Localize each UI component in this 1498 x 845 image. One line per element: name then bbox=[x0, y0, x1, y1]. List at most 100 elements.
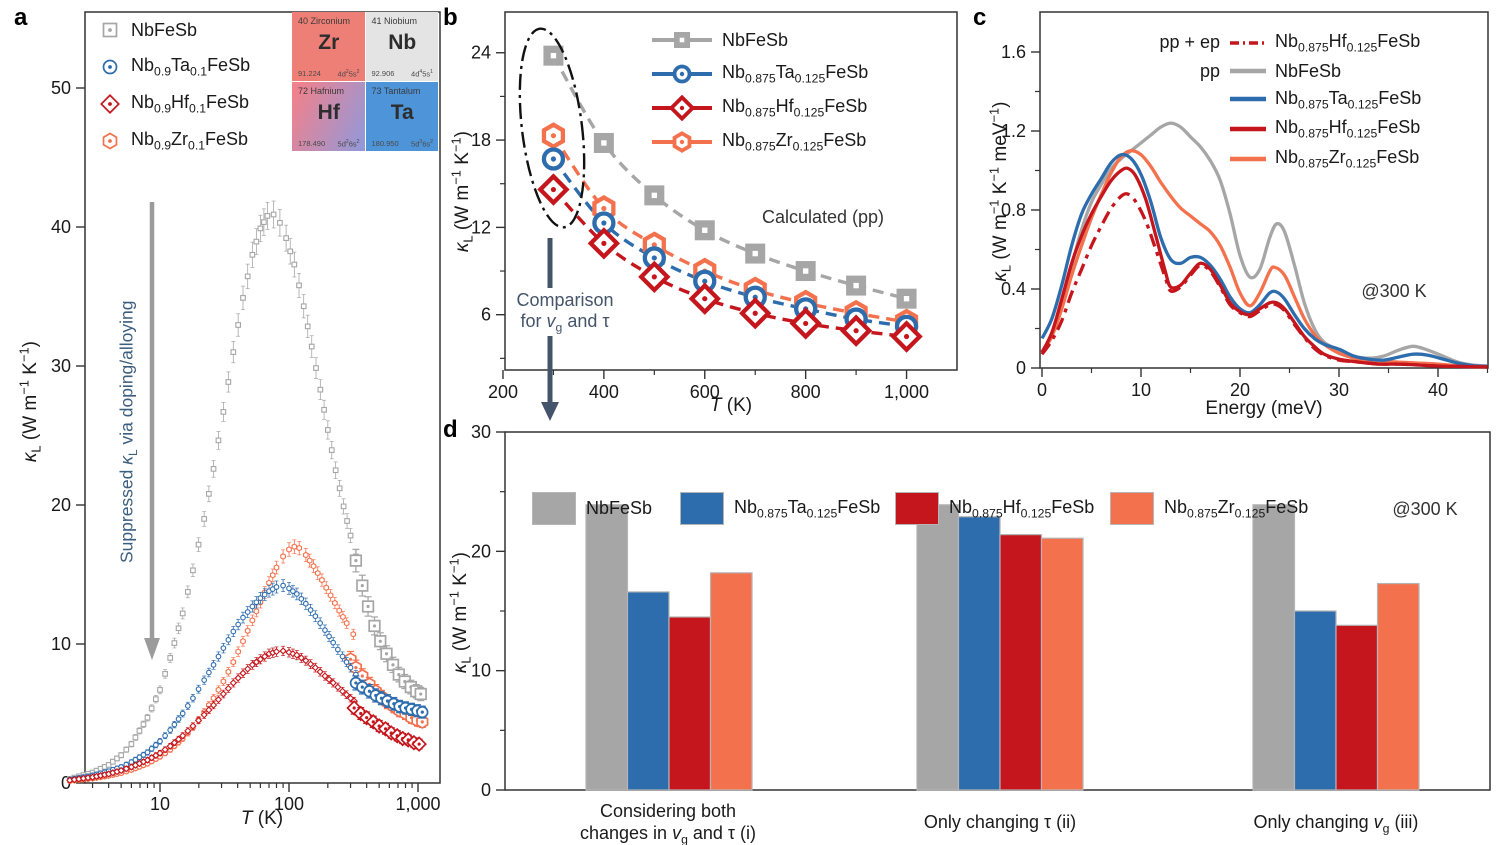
legend-c-line-icon-0 bbox=[1230, 41, 1266, 45]
legend-a-item-0-icon bbox=[102, 22, 118, 38]
legend-b-item-0: NbFeSb bbox=[650, 27, 868, 53]
legend-a-item-1: Nb0.9Ta0.1FeSb bbox=[97, 55, 250, 79]
svg-text:6: 6 bbox=[481, 305, 491, 325]
panel-c-y-axis-label: κL (W m−1 K−1 meV−1) bbox=[986, 101, 1014, 282]
svg-text:50: 50 bbox=[51, 78, 71, 98]
svg-text:800: 800 bbox=[791, 382, 821, 402]
legend-c-label-0: Nb0.875Hf0.125FeSb bbox=[1275, 31, 1421, 55]
panel-a-series-1 bbox=[66, 579, 429, 783]
bar-2-0 bbox=[1252, 504, 1296, 791]
svg-text:200: 200 bbox=[488, 382, 518, 402]
legend-b-item-3-icon bbox=[652, 131, 712, 153]
pt-symbol-Hf: Hf bbox=[317, 101, 340, 124]
panel-d-temperature-annotation: @300 K bbox=[1392, 499, 1458, 519]
bar-2-1 bbox=[1293, 610, 1337, 791]
svg-text:12: 12 bbox=[471, 217, 491, 237]
panel-c-curve-4 bbox=[1040, 192, 1488, 369]
legend-a-item-0-label: NbFeSb bbox=[131, 19, 198, 40]
svg-text:40: 40 bbox=[51, 217, 71, 237]
panel-b-y-axis-label: κL (W m−1 K−1) bbox=[448, 131, 476, 253]
legend-c-item-0: pp + ep Nb0.875Hf0.125FeSb bbox=[1128, 31, 1421, 55]
panel-d-group-1 bbox=[916, 504, 1084, 791]
group-label-vg: Only changing vg (iii) bbox=[1253, 812, 1419, 836]
pt-cell-Zr: 40 Zirconium Zr 91.224 4d25s2 bbox=[292, 12, 365, 81]
panel-b-markers-0 bbox=[543, 45, 917, 309]
svg-text:1.2: 1.2 bbox=[1001, 121, 1026, 141]
panel-a-series-2 bbox=[66, 645, 427, 784]
svg-text:10: 10 bbox=[150, 794, 170, 814]
legend-c-item-1: pp NbFeSb bbox=[1128, 61, 1421, 82]
svg-text:0: 0 bbox=[61, 773, 71, 793]
pt-cell-Hf: 72 Hafnium Hf 178.490 5d26s2 bbox=[292, 82, 365, 151]
panel-b-x-axis-label: T (K) bbox=[709, 395, 753, 416]
legend-b-item-0-label: NbFeSb bbox=[722, 29, 789, 50]
legend-c-line-icon-3 bbox=[1230, 126, 1266, 132]
panel-a-legend: NbFeSb Nb0.9Ta0.1FeSb Nb0.9Hf0.1FeSb Nb0.9Z… bbox=[97, 18, 250, 153]
legend-b-item-2-icon bbox=[652, 95, 712, 121]
panel-a-letter: a bbox=[14, 4, 28, 31]
svg-text:20: 20 bbox=[471, 541, 491, 561]
bar-1-1 bbox=[957, 516, 1001, 791]
comparison-ellipse bbox=[518, 27, 586, 229]
bar-2-3 bbox=[1376, 582, 1420, 791]
legend-b-item-3-label: Nb0.875Zr0.125FeSb bbox=[722, 130, 867, 154]
panel-a-series-0 bbox=[66, 200, 427, 782]
legend-a-item-3: Nb0.9Zr0.1FeSb bbox=[97, 129, 250, 153]
legend-c-line-icon-4 bbox=[1230, 156, 1266, 161]
comparison-arrow bbox=[541, 238, 559, 421]
legend-c-label-2: Nb0.875Ta0.125FeSb bbox=[1275, 87, 1422, 112]
pt-mass-Nb: 92.906 bbox=[371, 68, 395, 78]
pt-config-Nb: 4d45s1 bbox=[411, 68, 433, 79]
svg-text:10: 10 bbox=[1131, 380, 1151, 400]
svg-text:400: 400 bbox=[589, 382, 619, 402]
legend-c-prefix-1: pp bbox=[1199, 60, 1220, 81]
panel-a-frame bbox=[84, 11, 441, 784]
panel-c-curve-3 bbox=[1040, 166, 1488, 369]
legend-c-prefix-0: pp + ep bbox=[1159, 32, 1220, 53]
panel-b-markers-2 bbox=[537, 173, 923, 353]
panel-d-axes: 0 10 20 30 bbox=[471, 422, 505, 800]
pt-mass-Ta: 180.950 bbox=[371, 138, 399, 148]
svg-text:100: 100 bbox=[274, 794, 304, 814]
svg-text:20: 20 bbox=[1230, 380, 1250, 400]
bar-0-0 bbox=[585, 504, 629, 791]
pt-number-name-Ta: 73 Tantalum bbox=[371, 86, 421, 96]
legend-c-label-1: NbFeSb bbox=[1275, 60, 1342, 81]
bar-1-0 bbox=[916, 504, 960, 791]
legend-c-item-2: Nb0.875Ta0.125FeSb bbox=[1128, 87, 1422, 112]
pt-mass-Hf: 178.490 bbox=[298, 138, 326, 148]
group-label-both: Considering both changes in vg and τ (i) bbox=[579, 801, 757, 845]
legend-b-item-1: Nb0.875Ta0.125FeSb bbox=[650, 61, 868, 87]
pt-number-name-Nb: 41 Niobium bbox=[371, 16, 418, 26]
panel-c-curve-0 bbox=[1040, 121, 1488, 368]
pt-cell-Ta: 73 Tantalum Ta 180.950 5d36s2 bbox=[365, 82, 438, 151]
legend-c-label-4: Nb0.875Zr0.125FeSb bbox=[1275, 146, 1420, 171]
pt-config-Ta: 5d36s2 bbox=[411, 138, 433, 149]
panel-a-x-axis-label: T (K) bbox=[240, 808, 284, 829]
legend-c-item-4: Nb0.875Zr0.125FeSb bbox=[1128, 146, 1421, 171]
legend-b-item-0-icon bbox=[652, 32, 712, 48]
panel-b-legend: NbFeSb Nb0.875Ta0.125FeSb Nb0.875Hf0.125Fe… bbox=[650, 27, 868, 155]
legend-b-item-2: Nb0.875Hf0.125FeSb bbox=[650, 95, 868, 121]
svg-text:30: 30 bbox=[1329, 380, 1349, 400]
bar-2-2 bbox=[1335, 624, 1379, 791]
pt-symbol-Ta: Ta bbox=[390, 101, 414, 124]
panel-c-legend: pp + ep Nb0.875Hf0.125FeSb pp NbFeSb Nb0.875… bbox=[1128, 31, 1421, 170]
panel-a-y-axis-label: κL (W m−1 K−1) bbox=[16, 341, 44, 463]
svg-text:10: 10 bbox=[51, 634, 71, 654]
svg-text:1.6: 1.6 bbox=[1001, 42, 1026, 62]
panel-d-letter: d bbox=[443, 416, 458, 443]
legend-c-label-3: Nb0.875Hf0.125FeSb bbox=[1275, 117, 1421, 141]
svg-text:24: 24 bbox=[471, 43, 491, 63]
svg-text:0: 0 bbox=[1016, 358, 1026, 378]
bar-0-1 bbox=[626, 591, 670, 791]
svg-text:0.4: 0.4 bbox=[1001, 279, 1026, 299]
legend-c-line-icon-2 bbox=[1230, 97, 1266, 102]
svg-text:30: 30 bbox=[471, 422, 491, 442]
legend-b-item-2-label: Nb0.875Hf0.125FeSb bbox=[722, 96, 868, 120]
legend-a-item-0: NbFeSb bbox=[97, 18, 250, 42]
legend-c-line-icon-1 bbox=[1230, 68, 1266, 74]
legend-a-item-2-icon bbox=[100, 94, 120, 114]
panel-c-curve-2 bbox=[1040, 152, 1488, 369]
